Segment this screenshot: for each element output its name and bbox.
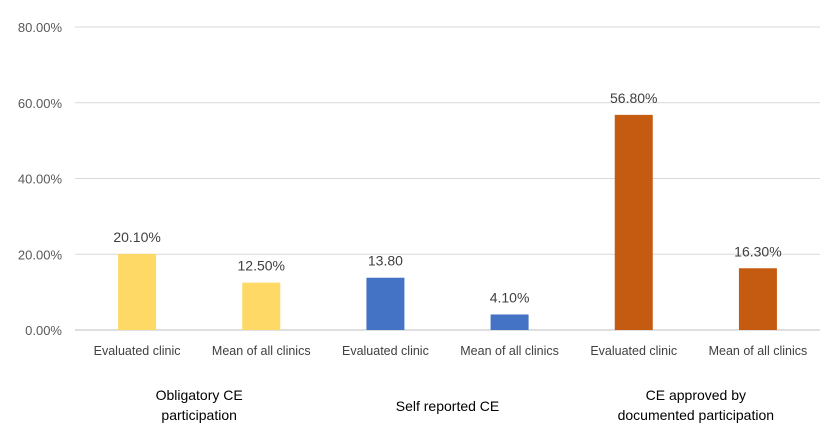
y-tick-label: 40.00% (18, 172, 63, 187)
data-label: 20.10% (113, 229, 160, 245)
y-tick-label: 0.00% (25, 323, 62, 338)
bar (490, 314, 529, 330)
group-label: Self reported CE (396, 398, 500, 414)
bar (118, 253, 157, 330)
bars (118, 114, 777, 331)
category-label: Mean of all clinics (460, 344, 559, 358)
data-label: 12.50% (238, 258, 285, 274)
data-label: 16.30% (734, 243, 781, 259)
y-tick-label: 60.00% (18, 96, 63, 111)
group-label: participation (161, 407, 237, 423)
gridlines (75, 26, 820, 331)
y-tick-label: 80.00% (18, 20, 63, 35)
bar (614, 114, 653, 331)
bar (242, 282, 281, 330)
category-label: Mean of all clinics (709, 344, 808, 358)
group-labels: Obligatory CE participation Self reported … (156, 387, 774, 423)
data-label: 13.80 (368, 253, 403, 269)
category-label: Mean of all clinics (212, 344, 311, 358)
bar (738, 268, 777, 330)
category-label: Evaluated clinic (94, 344, 181, 358)
category-label: Evaluated clinic (590, 344, 677, 358)
y-tick-label: 20.00% (18, 247, 63, 262)
data-labels: 20.10% 12.50% 13.80 4.10% 56.80% 16.30% (113, 90, 781, 306)
data-label: 56.80% (610, 90, 657, 106)
category-labels: Evaluated clinic Mean of all clinics Evalu… (94, 344, 808, 358)
category-label: Evaluated clinic (342, 344, 429, 358)
y-axis-tick-labels: 0.00% 20.00% 40.00% 60.00% 80.00% (18, 20, 63, 338)
group-label: Obligatory CE (156, 387, 243, 403)
bar (366, 277, 405, 330)
group-label: CE approved by (646, 387, 746, 403)
group-label: documented participation (618, 407, 774, 423)
data-label: 4.10% (490, 289, 530, 305)
